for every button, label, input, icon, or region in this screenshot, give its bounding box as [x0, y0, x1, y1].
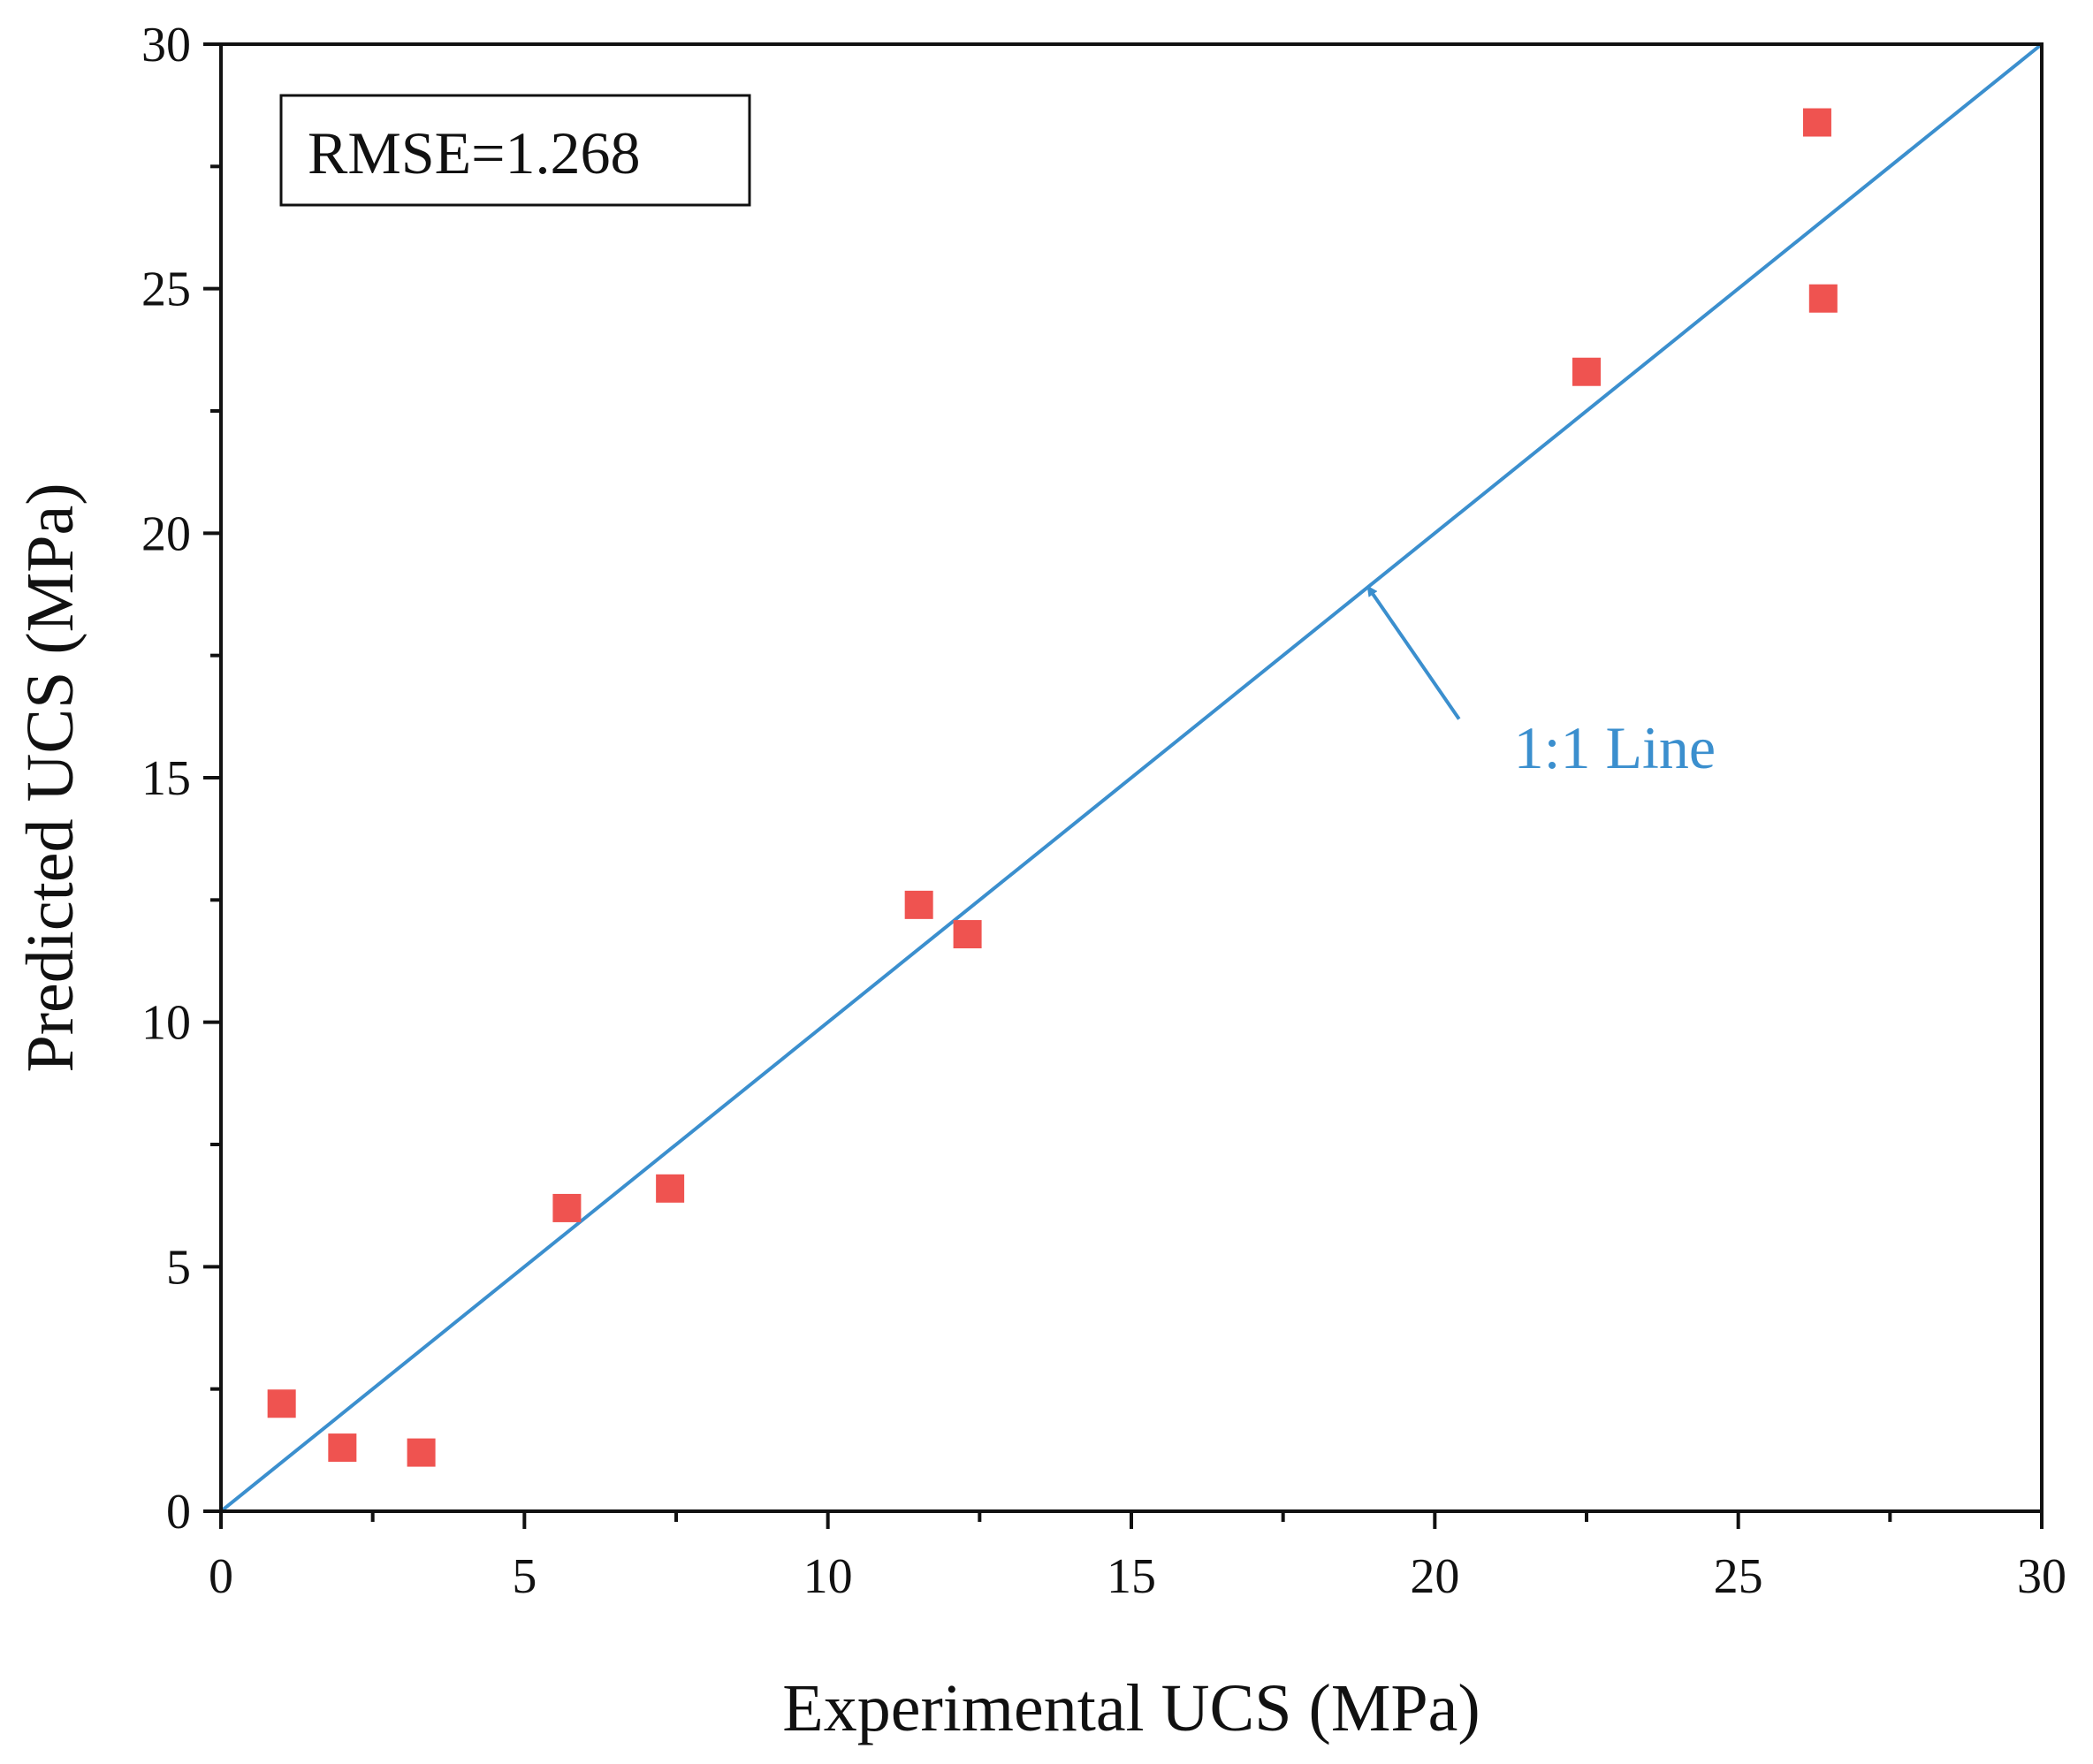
axis-ticks-group: [203, 42, 2044, 1529]
y-axis-title: Predicted UCS (MPa): [13, 483, 88, 1072]
reference-line-1-1: [219, 42, 2044, 1513]
data-point: [1802, 108, 1831, 137]
y-tick-label: 15: [141, 751, 191, 806]
y-tick-label: 10: [141, 996, 191, 1051]
annotation-box: RMSE=1.268: [279, 94, 751, 207]
y-tick-label: 25: [141, 262, 191, 317]
data-point: [1572, 357, 1601, 386]
data-point: [904, 890, 933, 919]
data-point: [267, 1389, 296, 1418]
x-axis-title: Experimental UCS (MPa): [782, 1671, 1480, 1745]
x-tick-label: 30: [2017, 1549, 2066, 1604]
data-point: [407, 1438, 436, 1467]
data-point: [328, 1433, 357, 1463]
x-tick-label: 0: [209, 1549, 233, 1604]
data-point: [552, 1193, 582, 1222]
y-tick-labels: 0 5 10 15 20 25 30: [141, 18, 191, 1540]
y-tick-label: 0: [166, 1485, 191, 1540]
reference-line-label: 1:1 Line: [1514, 714, 1716, 781]
data-point: [1808, 284, 1838, 313]
y-tick-label: 30: [141, 18, 191, 72]
annotation-frame: [279, 94, 751, 207]
x-tick-labels: 0 5 10 15 20 25 30: [209, 1549, 2066, 1604]
x-tick-label: 20: [1410, 1549, 1459, 1604]
data-points-group: [267, 108, 1838, 1467]
reference-line-arrow: [1366, 585, 1461, 720]
rmse-annotation: RMSE=1.268: [308, 119, 641, 186]
reference-line-group: [219, 42, 2044, 1513]
y-tick-label: 5: [166, 1240, 191, 1295]
x-tick-label: 15: [1107, 1549, 1156, 1604]
x-tick-label: 10: [803, 1549, 853, 1604]
y-tick-label: 20: [141, 506, 191, 561]
data-point: [953, 920, 982, 949]
data-point: [656, 1174, 685, 1203]
x-tick-label: 5: [512, 1549, 537, 1604]
x-tick-label: 25: [1714, 1549, 1763, 1604]
